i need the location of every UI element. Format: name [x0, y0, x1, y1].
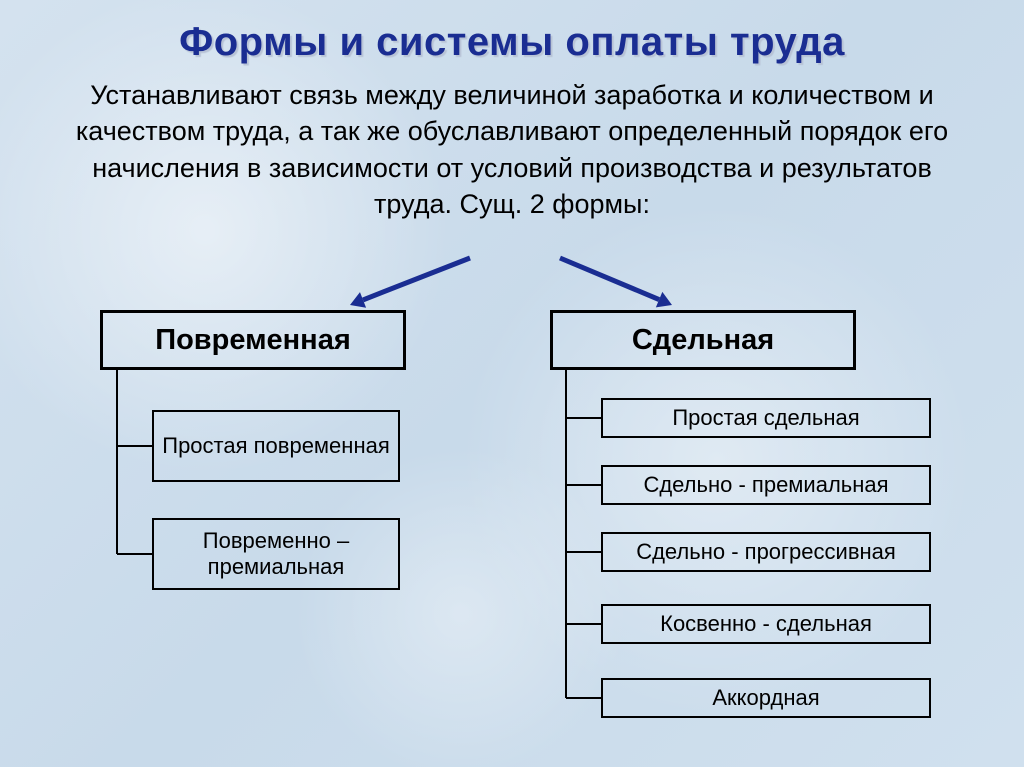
slide-description: Устанавливают связь между величиной зара… [0, 65, 1024, 223]
right-item-2: Сдельно - прогрессивная [601, 532, 931, 572]
left-item-0: Простая повременная [152, 410, 400, 482]
main-box-left: Повременная [100, 310, 406, 370]
right-item-0: Простая сдельная [601, 398, 931, 438]
slide-title: Формы и системы оплаты труда [0, 0, 1024, 65]
right-item-1: Сдельно - премиальная [601, 465, 931, 505]
main-box-right: Сдельная [550, 310, 856, 370]
arrow-line-0 [363, 258, 470, 300]
arrow-line-1 [560, 258, 659, 300]
right-item-3: Косвенно - сдельная [601, 604, 931, 644]
right-item-4: Аккордная [601, 678, 931, 718]
left-item-1: Повременно – премиальная [152, 518, 400, 590]
arrow-head-0 [350, 292, 366, 308]
arrow-head-1 [656, 292, 672, 307]
